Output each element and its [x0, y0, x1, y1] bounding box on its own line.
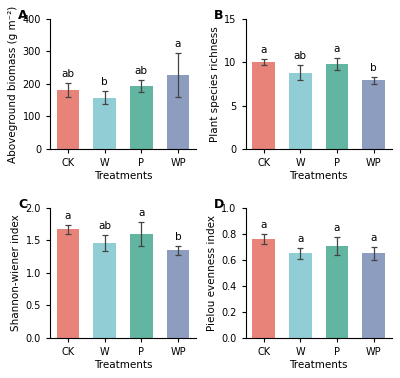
Bar	[57, 90, 79, 149]
Text: a: a	[65, 211, 71, 221]
Bar	[57, 229, 79, 338]
Text: a: a	[334, 45, 340, 54]
Text: C: C	[18, 198, 27, 211]
Bar	[362, 253, 385, 338]
X-axis label: Treatments: Treatments	[94, 170, 152, 181]
Bar	[130, 234, 153, 338]
Bar	[93, 98, 116, 149]
X-axis label: Treatments: Treatments	[290, 170, 348, 181]
Bar	[93, 243, 116, 338]
Text: ab: ab	[62, 69, 74, 79]
Y-axis label: Pielou evenness index: Pielou evenness index	[207, 215, 217, 331]
Text: B: B	[214, 9, 223, 22]
Text: ab: ab	[294, 51, 307, 61]
Bar	[326, 246, 348, 338]
Text: a: a	[334, 223, 340, 232]
Text: b: b	[370, 63, 377, 73]
Y-axis label: Plant species richness: Plant species richness	[210, 26, 220, 142]
Text: a: a	[297, 234, 304, 244]
Bar	[362, 81, 385, 149]
Bar	[130, 86, 153, 149]
Bar	[326, 64, 348, 149]
Text: a: a	[370, 233, 377, 243]
X-axis label: Treatments: Treatments	[94, 359, 152, 370]
Bar	[289, 73, 312, 149]
Text: a: a	[260, 220, 267, 230]
Bar	[289, 253, 312, 338]
Bar	[167, 75, 189, 149]
Text: ab: ab	[98, 221, 111, 231]
X-axis label: Treatments: Treatments	[290, 359, 348, 370]
Y-axis label: Aboveground biomass (g m⁻²): Aboveground biomass (g m⁻²)	[8, 5, 18, 163]
Text: D: D	[214, 198, 224, 211]
Text: a: a	[260, 45, 267, 55]
Text: ab: ab	[135, 67, 148, 76]
Bar	[252, 62, 275, 149]
Bar	[252, 239, 275, 338]
Text: A: A	[18, 9, 28, 22]
Bar	[167, 250, 189, 338]
Y-axis label: Shannon-wiener index: Shannon-wiener index	[12, 214, 22, 331]
Text: a: a	[138, 208, 144, 218]
Text: b: b	[175, 232, 181, 242]
Text: a: a	[175, 39, 181, 49]
Text: b: b	[101, 77, 108, 87]
